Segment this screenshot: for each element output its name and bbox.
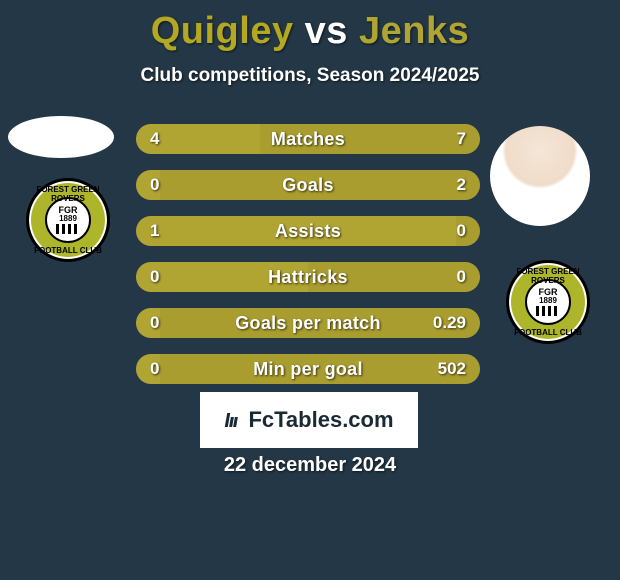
badge-top-text: FOREST GREEN ROVERS bbox=[29, 185, 107, 203]
badge-inner: FGR 1889 bbox=[525, 279, 571, 325]
stat-half-left: 1 bbox=[136, 216, 308, 246]
vs-text: vs bbox=[305, 10, 348, 52]
badge-bot-text: FOOTBALL CLUB bbox=[509, 328, 587, 337]
stat-half-right: 502 bbox=[308, 354, 480, 384]
stat-value-right: 0.29 bbox=[433, 313, 466, 333]
stat-half-left: 0 bbox=[136, 262, 308, 292]
stat-half-right: 0 bbox=[308, 216, 480, 246]
subtitle: Club competitions, Season 2024/2025 bbox=[0, 65, 620, 87]
fctables-logo-icon bbox=[224, 411, 242, 429]
stat-half-left: 0 bbox=[136, 170, 308, 200]
stat-value-right: 7 bbox=[457, 129, 466, 149]
stat-value-right: 0 bbox=[457, 221, 466, 241]
stat-half-right: 0.29 bbox=[308, 308, 480, 338]
badge-stripes bbox=[536, 306, 560, 316]
badge-inner: FGR 1889 bbox=[45, 197, 91, 243]
comparison-title: Quigley vs Jenks bbox=[0, 0, 620, 53]
stat-value-right: 2 bbox=[457, 175, 466, 195]
stat-row: 02Goals bbox=[136, 170, 480, 200]
stat-value-left: 1 bbox=[150, 221, 159, 241]
badge-year: 1889 bbox=[539, 297, 557, 305]
stat-row: 00Hattricks bbox=[136, 262, 480, 292]
badge-top-text: FOREST GREEN ROVERS bbox=[509, 267, 587, 285]
player1-club-badge: FOREST GREEN ROVERS FGR 1889 FOOTBALL CL… bbox=[26, 178, 110, 262]
stat-value-left: 4 bbox=[150, 129, 159, 149]
fctables-brand: FcTables.com bbox=[200, 392, 418, 448]
stat-half-right: 7 bbox=[308, 124, 480, 154]
stat-half-right: 0 bbox=[308, 262, 480, 292]
stat-half-right: 2 bbox=[308, 170, 480, 200]
stat-value-left: 0 bbox=[150, 267, 159, 287]
player1-name: Quigley bbox=[151, 10, 294, 52]
stat-half-left: 4 bbox=[136, 124, 308, 154]
stat-row: 10Assists bbox=[136, 216, 480, 246]
player2-club-badge: FOREST GREEN ROVERS FGR 1889 FOOTBALL CL… bbox=[506, 260, 590, 344]
stat-row: 00.29Goals per match bbox=[136, 308, 480, 338]
stat-value-right: 502 bbox=[438, 359, 466, 379]
stat-value-left: 0 bbox=[150, 175, 159, 195]
player2-name: Jenks bbox=[359, 10, 469, 52]
badge-stripes bbox=[56, 224, 80, 234]
stat-row: 0502Min per goal bbox=[136, 354, 480, 384]
badge-bot-text: FOOTBALL CLUB bbox=[29, 246, 107, 255]
fctables-text: FcTables.com bbox=[248, 407, 393, 433]
player2-avatar bbox=[490, 126, 590, 226]
date-text: 22 december 2024 bbox=[0, 454, 620, 477]
stat-half-left: 0 bbox=[136, 354, 308, 384]
player1-avatar bbox=[8, 116, 114, 158]
stat-value-left: 0 bbox=[150, 359, 159, 379]
badge-year: 1889 bbox=[59, 215, 77, 223]
stat-row: 47Matches bbox=[136, 124, 480, 154]
stats-bars: 47Matches02Goals10Assists00Hattricks00.2… bbox=[136, 124, 480, 400]
stat-value-left: 0 bbox=[150, 313, 159, 333]
stat-value-right: 0 bbox=[457, 267, 466, 287]
stat-half-left: 0 bbox=[136, 308, 308, 338]
